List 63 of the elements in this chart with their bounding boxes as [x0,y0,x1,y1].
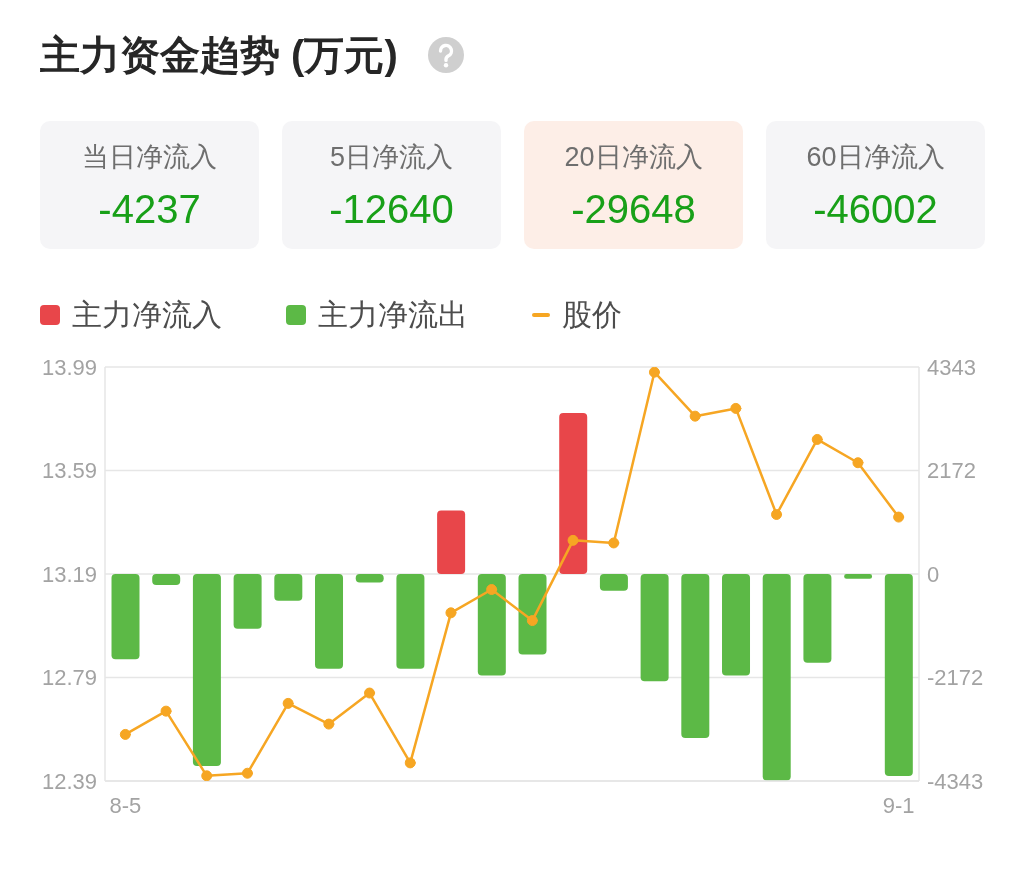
bar [640,574,669,682]
bar [844,574,873,579]
y-tick-label: 13.19 [41,561,97,587]
point [201,770,213,781]
y2-tick-label: -2172 [927,665,984,691]
point [282,697,294,709]
legend-label: 股价 [562,297,622,333]
point [771,508,783,520]
bar [437,510,466,574]
bar [192,574,221,767]
point [811,433,823,445]
y2-tick-label: 4343 [927,354,976,380]
text: 主力资金趋势 (万元) [40,32,398,79]
y2-tick-label: 2172 [927,458,976,484]
category-label: 5日净流入 [329,141,454,174]
y2-tick-label: -4343 [927,768,984,794]
point [730,402,742,414]
y-tick-label: 13.99 [41,354,97,380]
bar [111,574,140,660]
data-label: -46002 [812,186,939,233]
bar [477,574,506,676]
category-label: 当日净流入 [81,141,218,174]
point [486,584,498,596]
bar [762,574,791,781]
bar [884,574,913,776]
point [119,728,131,740]
point [648,367,660,378]
point [893,511,905,523]
point [689,410,701,422]
point [160,705,172,717]
bar [559,412,588,574]
data-label: -4237 [97,186,202,233]
bar [518,574,547,655]
bar [681,574,710,738]
bar [274,574,303,601]
point [608,537,620,549]
data-label: -12640 [328,186,455,233]
data-label: -29648 [570,186,697,233]
x-tick-label: 9-1 [882,792,915,818]
bar [315,574,344,669]
legend-label: 主力净流出 [318,297,468,333]
bar [396,574,425,669]
category-label: 20日净流入 [563,141,704,174]
bar [152,574,181,585]
category-label: 60日净流入 [805,141,946,174]
point [241,767,253,779]
x-tick-label: 8-5 [109,792,142,818]
y2-tick-label: 0 [927,561,940,587]
y-tick-label: 13.59 [41,458,97,484]
legend-label: 主力净流入 [72,297,222,333]
point [567,534,579,546]
bar [803,574,832,663]
bar [722,574,751,676]
bar [599,574,628,591]
point [526,615,538,627]
point [364,687,376,699]
point [852,457,864,469]
point [445,607,457,619]
bar [233,574,262,629]
y-tick-label: 12.39 [41,768,97,794]
y-tick-label: 12.79 [41,665,97,691]
point [404,757,416,769]
point [323,718,335,730]
